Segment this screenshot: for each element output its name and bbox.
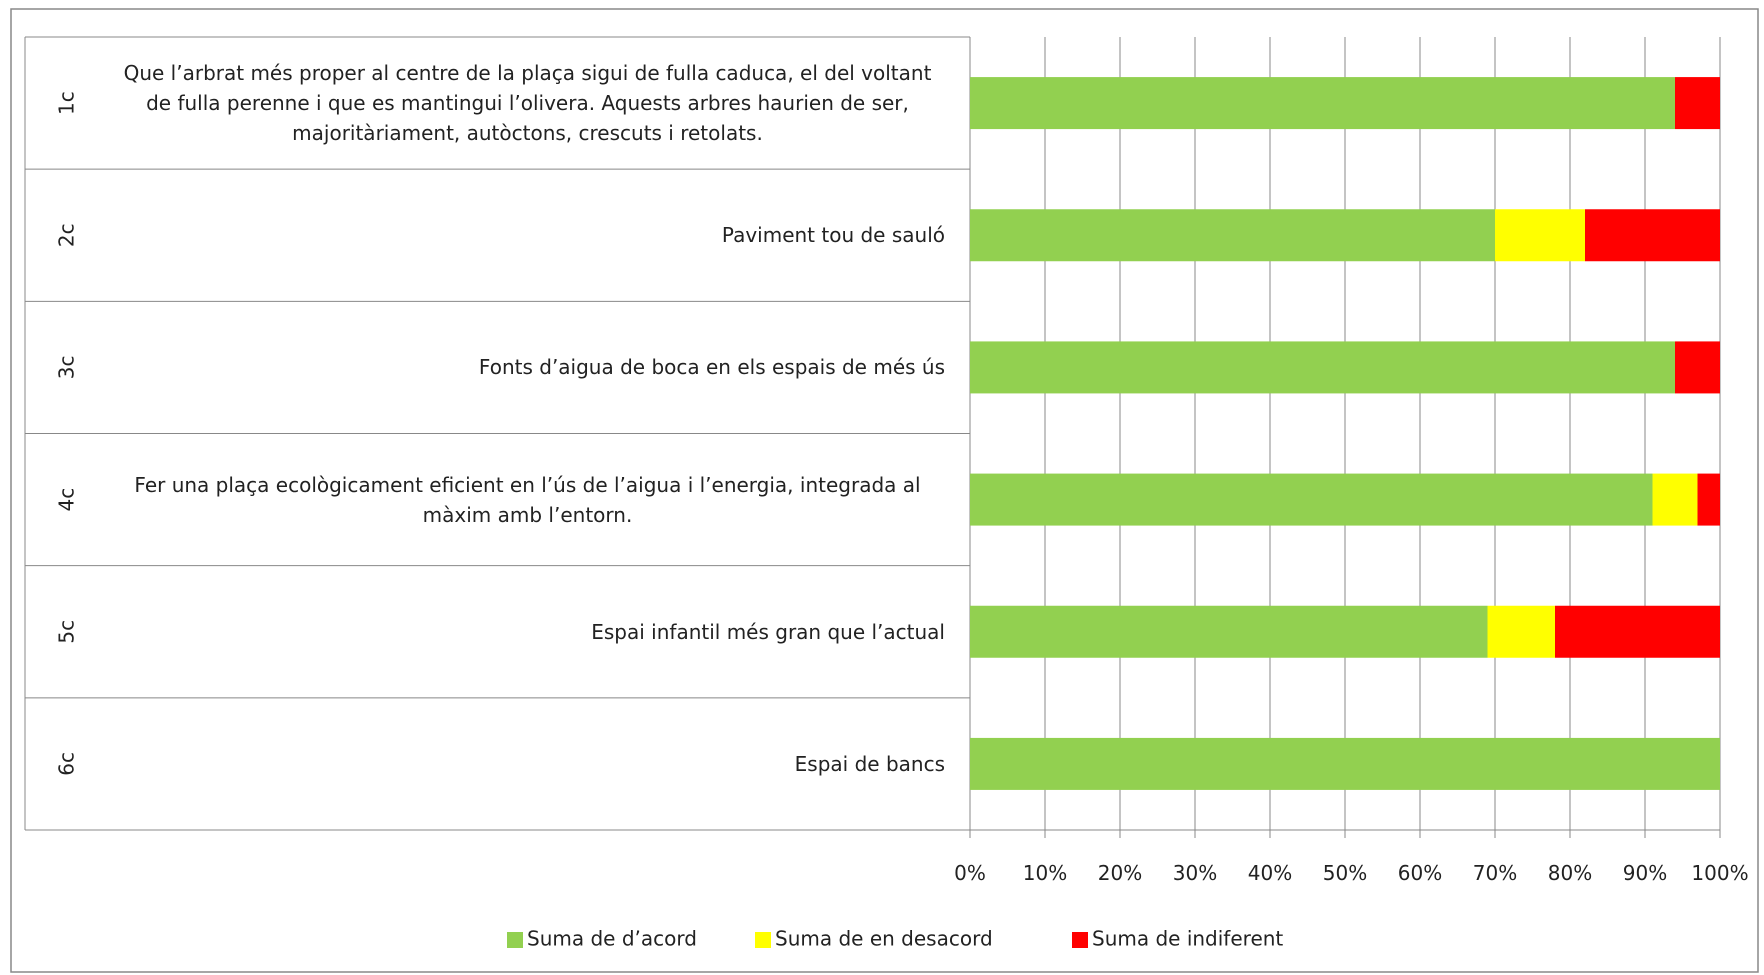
x-tick-label: 100% — [1691, 861, 1748, 885]
category-label-box: Espai infantil més gran que l’actual — [110, 566, 945, 698]
x-tick-label: 10% — [1023, 861, 1067, 885]
row-code: 5c — [55, 620, 79, 644]
bar-segment — [970, 605, 1488, 658]
bar-segment — [1487, 605, 1555, 658]
legend-swatch — [507, 932, 523, 948]
legend-label: Suma de d’acord — [527, 927, 697, 951]
bar-segment — [1697, 473, 1720, 526]
bar-segment — [1675, 77, 1720, 130]
row-code: 6c — [55, 752, 79, 776]
legend-label: Suma de indiferent — [1092, 927, 1283, 951]
bar-segment — [1675, 341, 1720, 394]
x-tick-label: 40% — [1248, 861, 1292, 885]
x-tick-label: 0% — [954, 861, 986, 885]
x-tick-label: 70% — [1473, 861, 1517, 885]
x-tick-label: 20% — [1098, 861, 1142, 885]
legend-swatch — [755, 932, 771, 948]
category-label: Fer una plaça ecològicament eficient en … — [134, 472, 921, 527]
bar-segment — [970, 341, 1675, 394]
category-label-box: Espai de bancs — [110, 698, 945, 830]
category-label: Que l’arbrat més proper al centre de la … — [123, 61, 932, 146]
x-tick-label: 60% — [1398, 861, 1442, 885]
x-tick-label: 90% — [1623, 861, 1667, 885]
category-label-box: Que l’arbrat més proper al centre de la … — [110, 37, 945, 169]
bar-segment — [1585, 209, 1720, 262]
bar-segment — [970, 209, 1495, 262]
row-code: 4c — [55, 488, 79, 512]
row-code: 3c — [55, 356, 79, 380]
category-label: Paviment tou de sauló — [721, 223, 945, 248]
bar-segment — [970, 737, 1720, 790]
chart-border — [10, 8, 1759, 973]
row-code: 2c — [55, 223, 79, 247]
bar-segment — [1495, 209, 1585, 262]
category-label-box: Fonts d’aigua de boca en els espais de m… — [110, 301, 945, 433]
x-tick-label: 30% — [1173, 861, 1217, 885]
category-label-box: Paviment tou de sauló — [110, 169, 945, 301]
bar-segment — [1652, 473, 1698, 526]
bar-segment — [970, 77, 1675, 130]
category-label-box: Fer una plaça ecològicament eficient en … — [110, 434, 945, 566]
bar-segment — [1555, 605, 1720, 658]
legend-swatch — [1072, 932, 1088, 948]
legend-label: Suma de en desacord — [775, 927, 993, 951]
category-label: Fonts d’aigua de boca en els espais de m… — [478, 355, 945, 380]
category-label: Espai de bancs — [794, 751, 945, 776]
bar-segment — [970, 473, 1653, 526]
category-label: Espai infantil més gran que l’actual — [591, 619, 945, 644]
x-tick-label: 50% — [1323, 861, 1367, 885]
row-code: 1c — [55, 91, 79, 115]
x-tick-label: 80% — [1548, 861, 1592, 885]
